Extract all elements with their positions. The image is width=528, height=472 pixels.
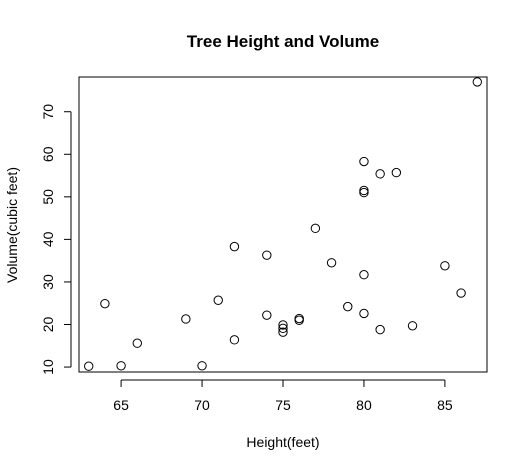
data-point xyxy=(133,339,141,347)
data-point xyxy=(85,362,93,370)
y-tick-label: 70 xyxy=(40,104,56,120)
data-point xyxy=(198,362,206,370)
data-point xyxy=(360,157,368,165)
x-tick-label: 65 xyxy=(113,397,129,413)
data-point xyxy=(457,289,465,297)
y-tick-label: 20 xyxy=(40,317,56,333)
x-tick-label: 80 xyxy=(356,397,372,413)
data-point xyxy=(311,224,319,232)
data-point xyxy=(360,186,368,194)
x-tick-label: 70 xyxy=(194,397,210,413)
x-tick-label: 75 xyxy=(275,397,291,413)
data-points xyxy=(85,78,482,371)
data-point xyxy=(214,296,222,304)
data-point xyxy=(230,336,238,344)
y-tick-label: 30 xyxy=(40,274,56,290)
data-point xyxy=(117,362,125,370)
data-point xyxy=(376,325,384,333)
data-point xyxy=(182,315,190,323)
data-point xyxy=(344,302,352,310)
data-point xyxy=(360,188,368,196)
data-point xyxy=(230,242,238,250)
data-point xyxy=(360,309,368,317)
data-point xyxy=(376,170,384,178)
x-axis: 65 70 75 80 85 xyxy=(113,380,453,413)
y-tick-label: 10 xyxy=(40,359,56,375)
data-point xyxy=(408,322,416,330)
data-point xyxy=(360,271,368,279)
data-point xyxy=(473,78,481,86)
y-tick-label: 50 xyxy=(40,189,56,205)
data-point xyxy=(392,168,400,176)
data-point xyxy=(263,251,271,259)
y-axis: 10 20 30 40 50 60 70 xyxy=(40,104,71,375)
data-point xyxy=(441,262,449,270)
y-tick-label: 40 xyxy=(40,231,56,247)
x-axis-label: Height(feet) xyxy=(246,434,319,450)
x-tick-label: 85 xyxy=(437,397,453,413)
y-tick-label: 60 xyxy=(40,146,56,162)
data-point xyxy=(263,311,271,319)
data-point xyxy=(327,259,335,267)
chart-title: Tree Height and Volume xyxy=(187,32,379,51)
y-axis-label: Volume(cubic feet) xyxy=(4,167,20,283)
data-point xyxy=(101,299,109,307)
